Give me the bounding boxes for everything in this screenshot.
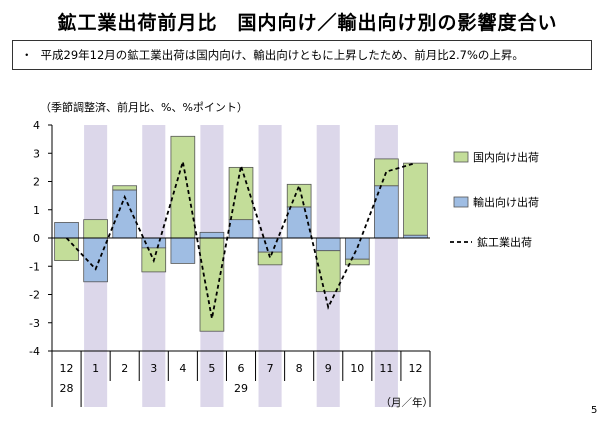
legend-label-total: 鉱工業出荷 <box>477 235 532 249</box>
year-label: 29 <box>234 382 248 395</box>
shaded-band <box>258 125 282 407</box>
bar-domestic <box>112 185 138 191</box>
legend-label-domestic: 国内向け出荷 <box>473 150 539 164</box>
x-tick-label: 1 <box>92 362 99 375</box>
x-tick-label: 6 <box>238 362 245 375</box>
y-tick-label: -4 <box>29 345 40 358</box>
bar-export <box>344 237 370 260</box>
x-tick-label: 8 <box>296 362 303 375</box>
bar-export <box>228 219 254 239</box>
legend-label-export: 輸出向け出荷 <box>473 195 539 209</box>
summary-text: 平成29年12月の鉱工業出荷は国内向け、輸出向けともに上昇したため、前月比2.7… <box>40 48 524 62</box>
summary-bullet: ・ <box>21 48 33 62</box>
bar-domestic <box>344 258 370 266</box>
y-tick-label: 1 <box>33 204 40 217</box>
x-tick-label: 4 <box>179 362 186 375</box>
y-tick-label: -1 <box>29 260 40 273</box>
legend-swatch-domestic <box>453 151 469 163</box>
y-tick-label: -3 <box>29 317 40 330</box>
y-tick-label: 3 <box>33 147 40 160</box>
bar-export <box>170 237 196 264</box>
y-tick-label: 2 <box>33 176 40 189</box>
x-tick-label: 12 <box>60 362 74 375</box>
x-tick-label: 12 <box>408 362 422 375</box>
x-tick-label: 7 <box>267 362 274 375</box>
x-tick-label: 2 <box>121 362 128 375</box>
bar-export <box>315 237 341 252</box>
x-tick-label: 11 <box>379 362 393 375</box>
bar-domestic <box>257 251 283 266</box>
y-tick-label: 0 <box>33 232 40 245</box>
year-label: 28 <box>60 382 74 395</box>
bar-export <box>199 231 225 239</box>
summary-box: ・平成29年12月の鉱工業出荷は国内向け、輸出向けともに上昇したため、前月比2.… <box>12 40 592 70</box>
y-tick-label: -2 <box>29 289 40 302</box>
x-tick-label: 5 <box>208 362 215 375</box>
x-tick-label: 10 <box>350 362 364 375</box>
unit-note: （季節調整済、前月比、%、%ポイント） <box>40 101 248 114</box>
page-title: 鉱工業出荷前月比 国内向け／輸出向け別の影響度合い <box>57 12 558 34</box>
bar-export <box>54 222 79 239</box>
bar-domestic <box>403 162 428 236</box>
page-number: 5 <box>591 405 598 416</box>
bar-domestic <box>83 219 108 239</box>
bar-domestic <box>315 250 341 293</box>
bar-export <box>257 237 283 253</box>
x-tick-label: 3 <box>150 362 157 375</box>
line-total <box>65 161 416 319</box>
x-tick-label: 9 <box>325 362 332 375</box>
bar-domestic <box>54 237 79 262</box>
legend-swatch-export <box>453 196 469 208</box>
y-tick-label: 4 <box>33 119 40 132</box>
x-unit-label: （月／年） <box>380 396 433 409</box>
